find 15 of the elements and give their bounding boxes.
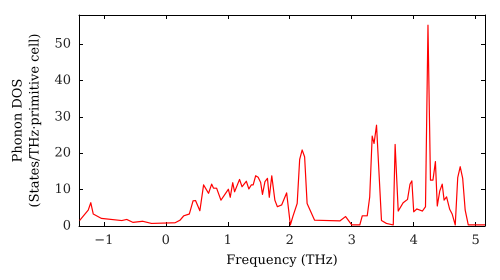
y-tick-label: 30 xyxy=(54,109,71,124)
x-tick-label: 5 xyxy=(472,233,480,248)
x-tick-label: 4 xyxy=(410,233,418,248)
y-tick-label: 20 xyxy=(54,146,71,161)
y-tick-label: 50 xyxy=(54,36,71,52)
x-tick-label: 0 xyxy=(162,233,170,248)
x-tick-label: −1 xyxy=(94,233,114,248)
x-tick-label: 2 xyxy=(286,233,294,248)
y-tick-label: 40 xyxy=(54,72,71,88)
y-tick-label: 10 xyxy=(54,182,71,198)
y-tick-label: 0 xyxy=(62,218,71,234)
x-tick-label: 1 xyxy=(224,233,232,248)
x-tick-label: 3 xyxy=(348,233,356,248)
y-axis-title: Phonon DOS (States/THz·primitive cell) xyxy=(10,33,43,208)
x-axis-title: Frequency (THz) xyxy=(226,252,338,268)
